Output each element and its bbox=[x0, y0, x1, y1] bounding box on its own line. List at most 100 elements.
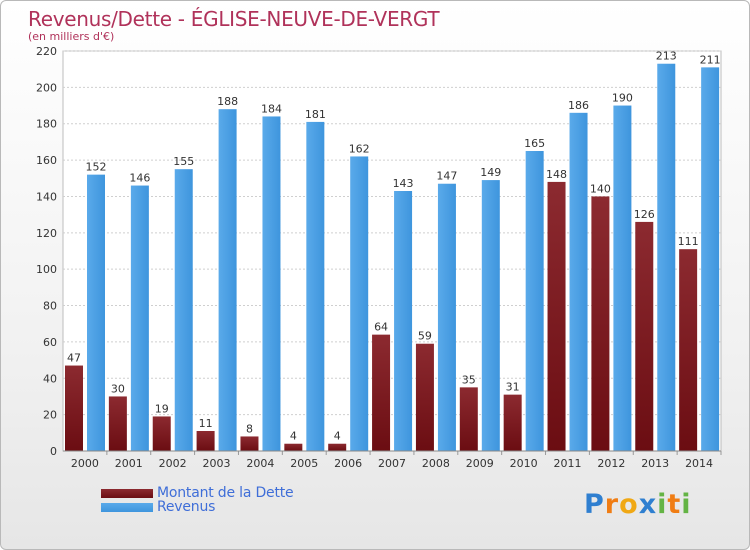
legend: Montant de la Dette Revenus bbox=[101, 485, 294, 514]
bar-revenus bbox=[569, 112, 588, 452]
bar-revenus bbox=[394, 191, 413, 451]
x-tick-label: 2006 bbox=[334, 457, 362, 470]
logo-letter: P bbox=[584, 489, 605, 520]
bar-dette bbox=[328, 443, 347, 451]
bar-revenus bbox=[262, 116, 281, 452]
data-label-revenus: 152 bbox=[86, 161, 107, 174]
data-label-dette: 59 bbox=[418, 330, 432, 343]
data-label-dette: 140 bbox=[590, 182, 611, 195]
data-label-dette: 47 bbox=[67, 352, 81, 365]
legend-item-revenus: Revenus bbox=[101, 500, 293, 514]
bar-dette bbox=[415, 343, 434, 451]
y-tick-label: 40 bbox=[43, 372, 57, 385]
x-tick-label: 2011 bbox=[553, 457, 581, 470]
legend-swatch-dette bbox=[101, 488, 153, 498]
x-tick-label: 2001 bbox=[115, 457, 143, 470]
bar-revenus bbox=[613, 105, 632, 451]
data-label-revenus: 190 bbox=[612, 92, 633, 105]
bar-revenus bbox=[218, 109, 237, 451]
bar-dette bbox=[459, 387, 478, 451]
y-tick-label: 180 bbox=[36, 118, 57, 131]
bar-dette bbox=[547, 181, 566, 451]
logo-letter: o bbox=[619, 489, 639, 520]
plot-area bbox=[62, 50, 722, 452]
data-label-dette: 11 bbox=[199, 417, 213, 430]
x-tick-label: 2008 bbox=[422, 457, 450, 470]
bar-revenus bbox=[657, 63, 676, 452]
bar-dette bbox=[503, 394, 522, 451]
chart-subtitle: (en milliers d'€) bbox=[28, 30, 115, 43]
legend-label-dette: Montant de la Dette bbox=[157, 485, 294, 501]
legend-label-revenus: Revenus bbox=[157, 499, 216, 515]
bar-revenus bbox=[437, 183, 456, 451]
x-tick-label: 2013 bbox=[641, 457, 669, 470]
y-tick-label: 80 bbox=[43, 300, 57, 313]
logo-letter: i bbox=[657, 489, 668, 520]
x-tick-label: 2000 bbox=[71, 457, 99, 470]
data-label-revenus: 186 bbox=[568, 99, 589, 112]
data-label-dette: 31 bbox=[506, 381, 520, 394]
y-tick-label: 120 bbox=[36, 227, 57, 240]
logo-letter: t bbox=[667, 489, 682, 520]
data-label-dette: 8 bbox=[246, 422, 253, 435]
data-label-revenus: 146 bbox=[129, 172, 150, 185]
data-label-revenus: 188 bbox=[217, 95, 238, 108]
chart-title: Revenus/Dette - ÉGLISE-NEUVE-DE-VERGT bbox=[28, 7, 440, 31]
data-label-revenus: 181 bbox=[305, 108, 326, 121]
data-label-revenus: 143 bbox=[393, 177, 414, 190]
data-label-revenus: 149 bbox=[480, 166, 501, 179]
legend-item-dette: Montant de la Dette bbox=[101, 485, 294, 501]
x-tick-label: 2009 bbox=[466, 457, 494, 470]
logo-letter: i bbox=[681, 489, 692, 520]
x-tick-label: 2004 bbox=[246, 457, 274, 470]
y-tick-label: 100 bbox=[36, 263, 57, 276]
legend-swatch-revenus bbox=[101, 502, 153, 512]
data-label-dette: 148 bbox=[546, 168, 567, 181]
data-label-dette: 126 bbox=[634, 208, 655, 221]
proxiti-logo: Proxiti bbox=[584, 489, 692, 520]
y-tick-label: 60 bbox=[43, 336, 57, 349]
x-tick-label: 2010 bbox=[510, 457, 538, 470]
data-label-revenus: 155 bbox=[173, 155, 194, 168]
bar-dette bbox=[152, 416, 171, 451]
data-label-revenus: 184 bbox=[261, 102, 282, 115]
x-tick-label: 2002 bbox=[159, 457, 187, 470]
data-label-dette: 19 bbox=[155, 402, 169, 415]
data-label-revenus: 211 bbox=[700, 53, 721, 66]
data-label-revenus: 147 bbox=[436, 170, 457, 183]
y-tick-label: 160 bbox=[36, 154, 57, 167]
y-tick-label: 140 bbox=[36, 190, 57, 203]
data-label-revenus: 162 bbox=[349, 142, 370, 155]
bar-dette bbox=[108, 396, 127, 451]
bar-dette bbox=[240, 436, 259, 451]
logo-letter: x bbox=[638, 489, 658, 520]
y-tick-label: 20 bbox=[43, 409, 57, 422]
bar-revenus bbox=[350, 156, 369, 452]
y-tick-label: 220 bbox=[36, 45, 57, 58]
bar-revenus bbox=[701, 67, 720, 451]
data-label-dette: 30 bbox=[111, 382, 125, 395]
bar-dette bbox=[65, 365, 83, 451]
bar-revenus bbox=[306, 121, 325, 451]
bar-revenus bbox=[174, 169, 193, 451]
bar-dette bbox=[284, 443, 303, 451]
x-tick-label: 2005 bbox=[290, 457, 318, 470]
bar-revenus bbox=[87, 174, 105, 452]
y-tick-label: 200 bbox=[36, 81, 57, 94]
bar-revenus bbox=[481, 180, 500, 451]
bar-dette bbox=[372, 334, 391, 451]
x-tick-label: 2014 bbox=[685, 457, 713, 470]
bar-revenus bbox=[525, 151, 544, 451]
x-tick-label: 2007 bbox=[378, 457, 406, 470]
x-tick-label: 2012 bbox=[597, 457, 625, 470]
data-label-dette: 4 bbox=[334, 430, 341, 443]
bar-dette bbox=[591, 196, 610, 451]
bar-dette bbox=[196, 431, 215, 451]
bar-dette bbox=[635, 221, 654, 451]
x-tick-label: 2003 bbox=[203, 457, 231, 470]
data-label-revenus: 165 bbox=[524, 137, 545, 150]
bar-dette bbox=[679, 249, 698, 451]
data-label-dette: 35 bbox=[462, 373, 476, 386]
